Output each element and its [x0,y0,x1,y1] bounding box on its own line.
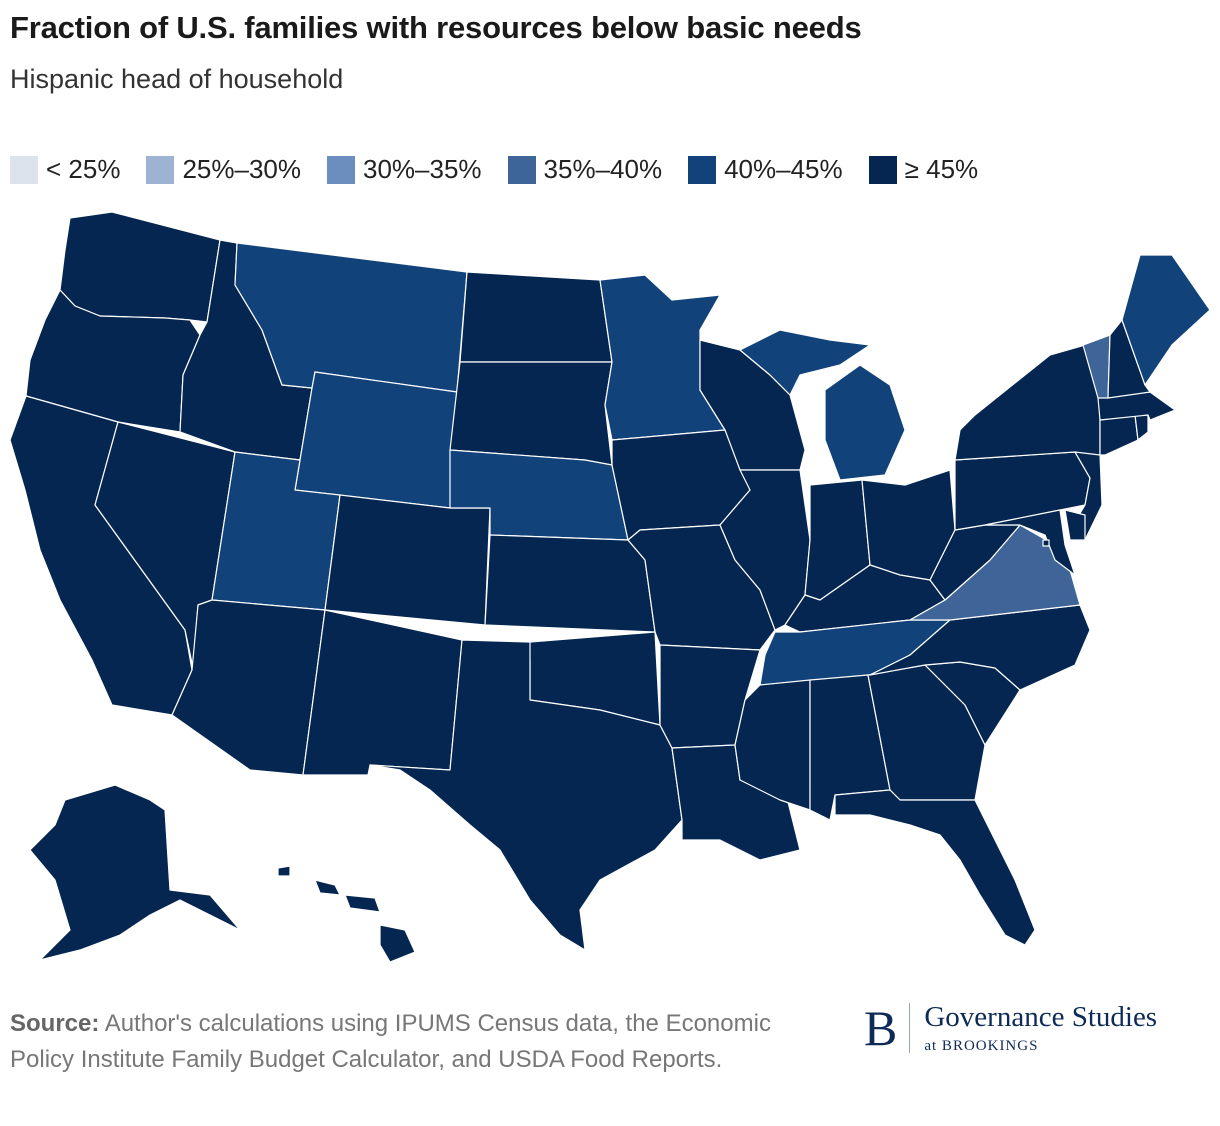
brand-sub: at BROOKINGS [924,1037,1039,1054]
state-fl [834,789,1036,946]
brand-name: Governance Studies [924,1001,1158,1033]
legend-label: 30%–35% [363,154,482,184]
legend-item: 40%–45% [688,154,843,185]
state-ks [484,534,656,633]
legend-label: 35%–40% [543,154,663,184]
legend-item: 30%–35% [327,154,482,185]
state-nd [459,271,613,363]
state-wa [59,211,221,323]
legend-label: ≥ 45% [904,154,979,184]
legend-swatch [688,155,717,184]
legend-item: 25%–30% [146,154,301,185]
state-sd [449,361,613,466]
state-md [984,509,1076,576]
state-de [1064,509,1086,541]
legend-label: < 25% [46,154,121,184]
legend-label: 25%–30% [182,154,301,184]
state-mi [739,329,906,481]
legend: < 25% 25%–30% 30%–35% 35%–40% 40%–45% ≥ … [10,154,1004,185]
state-me [1121,254,1211,386]
state-ri [1134,414,1149,441]
legend-item: 35%–40% [507,154,663,185]
map-title: Fraction of U.S. families with resources… [10,10,862,45]
legend-label: 40%–45% [724,154,843,184]
map-subtitle: Hispanic head of household [10,64,344,94]
state-ak [29,784,241,961]
brand-letter: B [864,1003,911,1054]
state-wy [294,371,458,509]
legend-swatch [868,155,897,184]
source-note: Source: Author's calculations using IPUM… [10,1006,810,1078]
state-nh [1107,319,1151,399]
legend-item: < 25% [10,154,120,185]
state-ct [1099,414,1139,456]
brookings-logo: B Governance Studies at BROOKINGS [864,1001,1158,1055]
source-label: Source: [10,1010,100,1037]
legend-swatch [10,155,38,184]
source-text: Author's calculations using IPUMS Census… [10,1010,771,1073]
us-choropleth-map [9,211,1211,963]
state-tx [369,639,683,951]
legend-swatch [507,155,536,184]
state-hi [277,865,416,963]
legend-swatch [327,155,355,184]
legend-swatch [146,155,175,184]
state-co [324,494,491,626]
legend-item: ≥ 45% [868,154,979,185]
state-dc [1042,539,1050,547]
state-nm [302,609,463,776]
state-il [719,469,811,631]
